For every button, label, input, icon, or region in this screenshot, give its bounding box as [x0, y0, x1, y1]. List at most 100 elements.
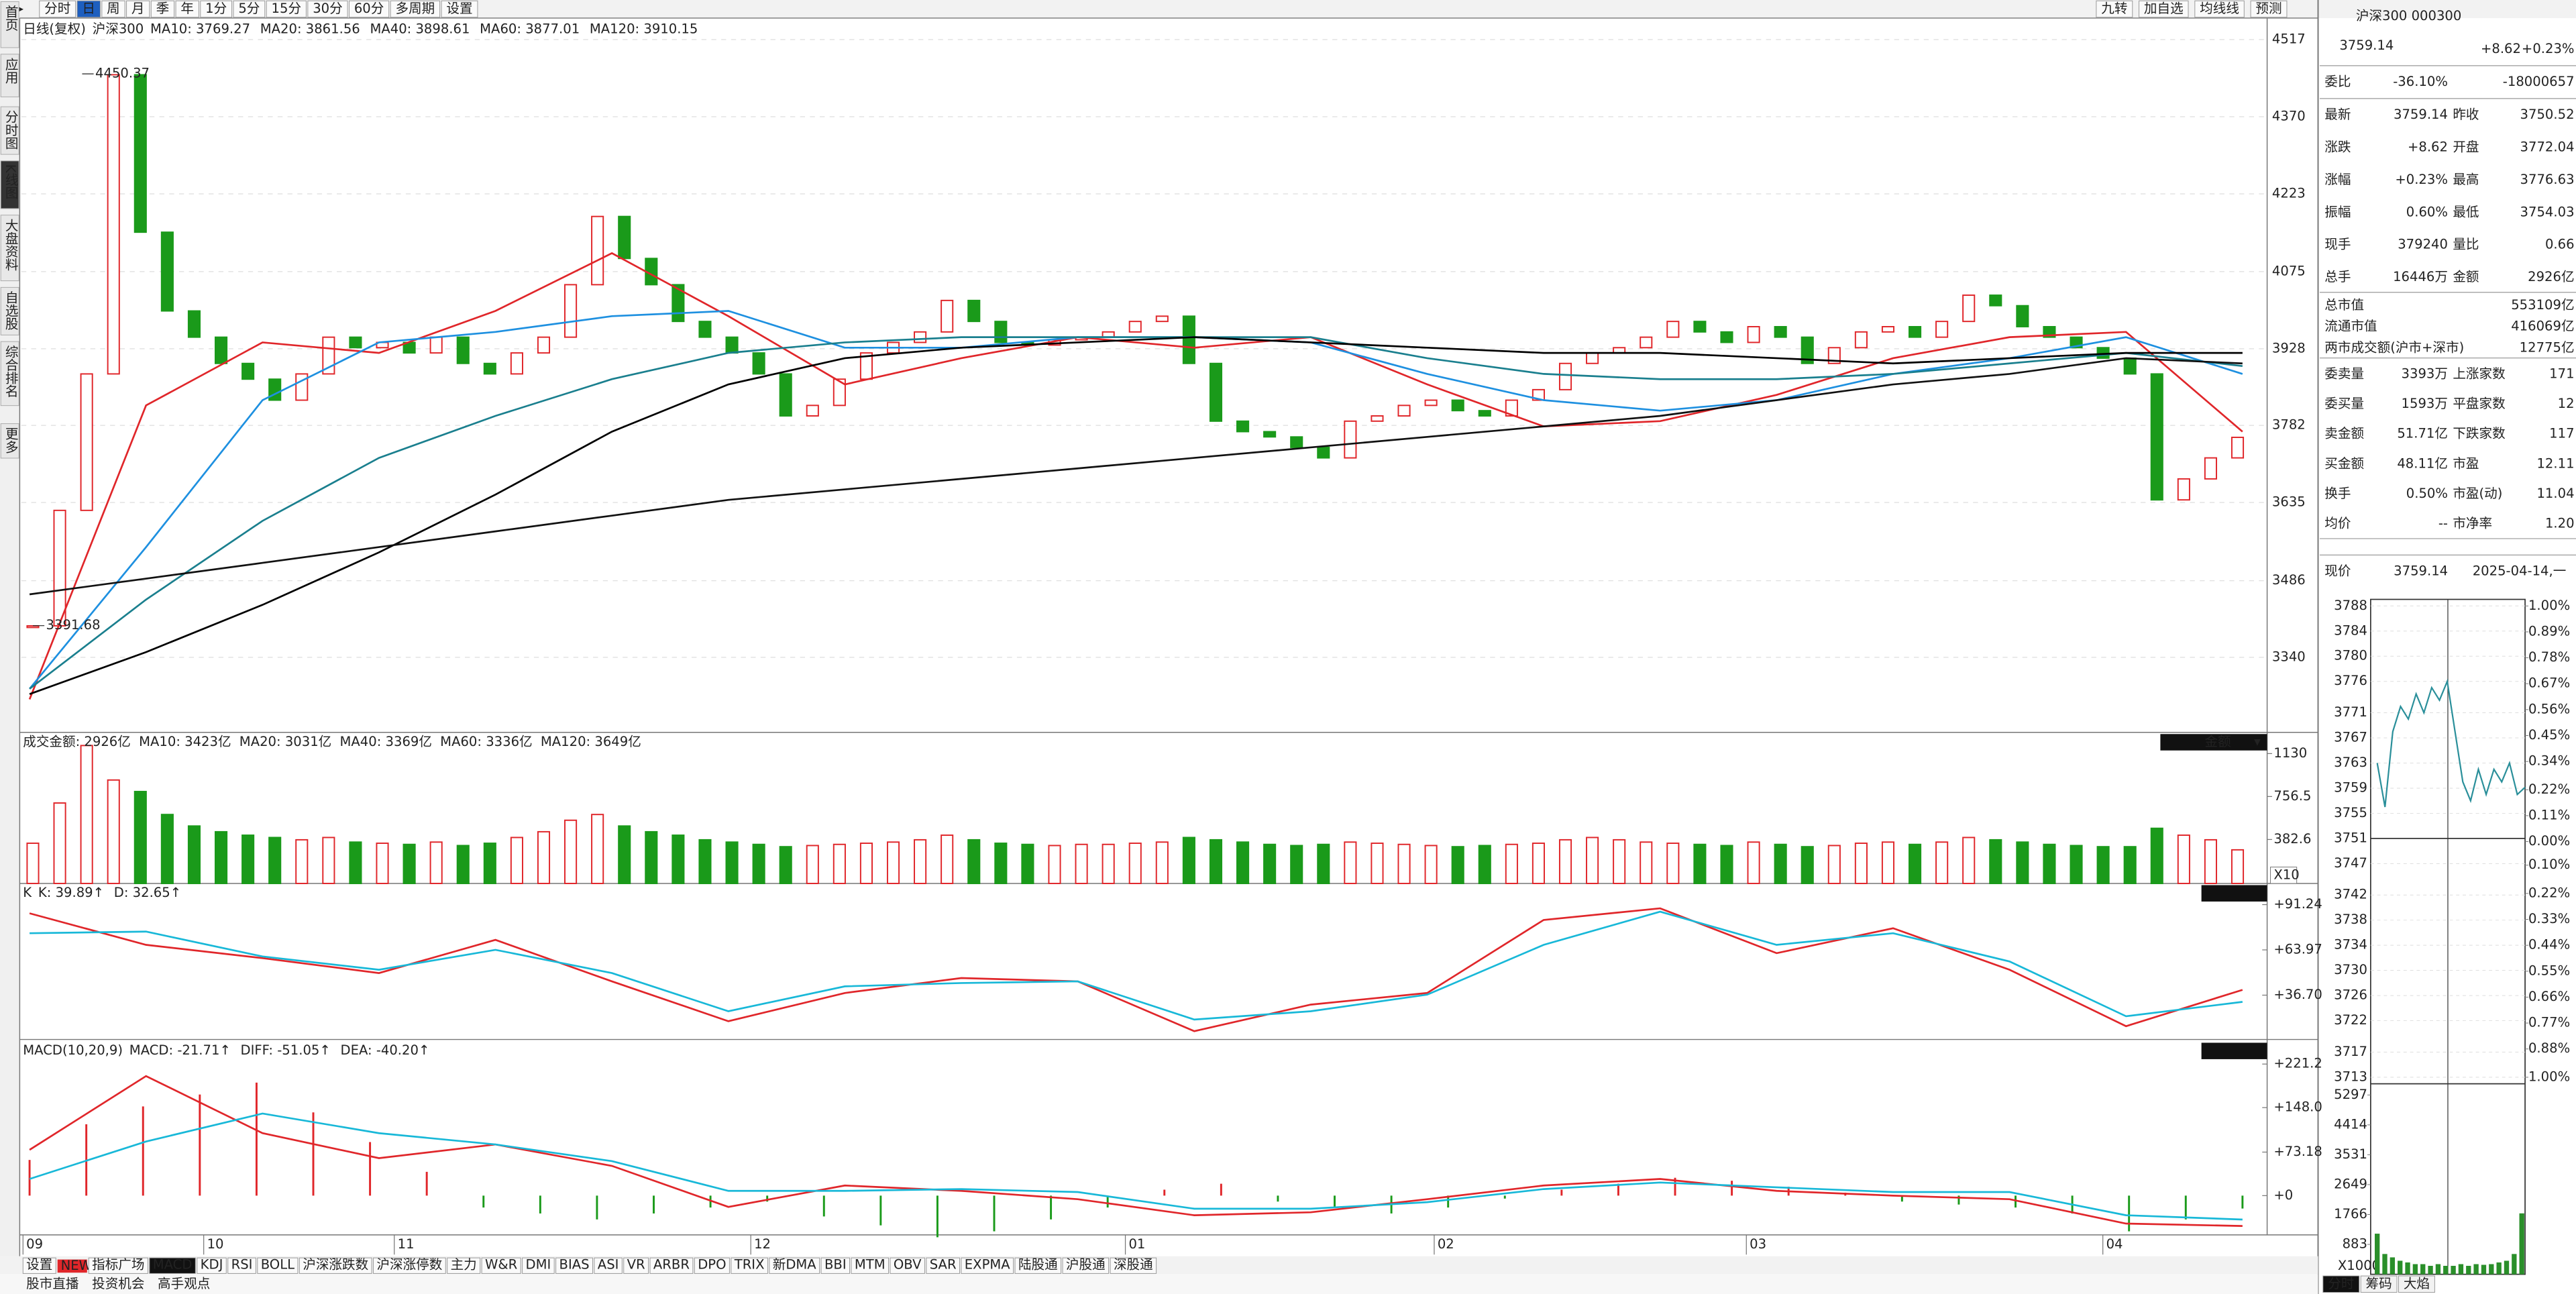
tab[interactable]: 设置 — [26, 1257, 52, 1273]
toolbar-button[interactable]: 分时 — [44, 1, 70, 16]
toolbar-button[interactable]: 设置 — [446, 1, 472, 16]
volume-bar — [107, 779, 120, 884]
sidebar-label[interactable]: 首页 — [3, 5, 18, 31]
sidebar-label[interactable]: K线图 — [3, 164, 18, 199]
tab[interactable]: DMI — [526, 1257, 551, 1273]
volume-bar — [1558, 839, 1572, 884]
sidebar-tab[interactable] — [0, 423, 19, 459]
y-tick-label: 2649 — [2334, 1176, 2367, 1191]
sidebar-label[interactable]: 自选股 — [3, 290, 18, 330]
candle — [349, 336, 362, 349]
tab[interactable]: ASI — [598, 1257, 619, 1273]
sidebar-tab[interactable] — [0, 341, 19, 407]
tab[interactable]: EXPMA — [965, 1257, 1010, 1273]
toolbar-button[interactable]: 60分 — [354, 1, 384, 16]
sidebar-tab[interactable] — [0, 215, 19, 282]
link[interactable]: 投资机会 — [92, 1276, 144, 1291]
toolbar-button[interactable]: 预测 — [2255, 1, 2282, 16]
intraday-volume-bar — [2496, 1262, 2502, 1275]
candle — [914, 331, 927, 343]
legend-entry: MA10: 3769.27 — [150, 21, 250, 37]
link[interactable]: 股市直播 — [26, 1276, 79, 1291]
panel-tab-bg — [2322, 1275, 2360, 1293]
tab[interactable]: OBV — [894, 1257, 922, 1273]
toolbar-button[interactable]: 多周期 — [395, 1, 435, 16]
sidebar-label[interactable]: 综合排名 — [3, 345, 18, 397]
tab[interactable]: 指标广场 — [92, 1257, 144, 1273]
y-tick-label: 3486 — [2272, 572, 2306, 588]
tab[interactable]: 深股通 — [1114, 1257, 1153, 1273]
label: 均价 — [2324, 515, 2351, 531]
volume-bar — [1801, 846, 1814, 884]
tab[interactable]: 新DMA — [773, 1257, 817, 1273]
tab[interactable]: BIAS — [559, 1257, 590, 1273]
y2-tick-label: 0.11% — [2528, 807, 2570, 822]
volume-bar — [1935, 841, 1949, 884]
toolbar-button[interactable]: 周 — [107, 1, 120, 16]
y-tick-label: +221.2 — [2273, 1056, 2322, 1071]
sidebar-tab[interactable] — [0, 286, 19, 335]
candle — [133, 74, 147, 233]
label: 市盈(动) — [2453, 486, 2502, 501]
candle — [1155, 315, 1169, 323]
tab[interactable]: 主力 — [451, 1257, 477, 1273]
tab[interactable]: TRIX — [734, 1257, 765, 1273]
toolbar-button[interactable]: 月 — [131, 1, 145, 16]
y2-tick-label: 0.89% — [2528, 623, 2570, 639]
panel-tab[interactable]: 筹码 — [2366, 1276, 2392, 1291]
toolbar-button[interactable]: 加自选 — [2144, 1, 2184, 16]
y-tick-label: 3635 — [2272, 494, 2306, 510]
volume-bar — [295, 839, 309, 884]
tab[interactable]: 沪股通 — [1066, 1257, 1106, 1273]
tab[interactable]: 陆股通 — [1018, 1257, 1058, 1273]
value: 12 — [2558, 396, 2575, 411]
toolbar-button[interactable]: 均线线 — [2200, 1, 2239, 16]
panel-tab[interactable]: 大焰 — [2404, 1276, 2430, 1291]
toolbar-button[interactable]: 日 — [82, 1, 95, 16]
tab[interactable]: ARBR — [653, 1257, 690, 1273]
value: 3750.52 — [2520, 107, 2575, 122]
tab-bg — [149, 1257, 196, 1274]
panel-tab[interactable]: 分时 — [2328, 1276, 2354, 1291]
tab[interactable]: SAR — [930, 1257, 957, 1273]
toolbar-button[interactable]: 5分 — [238, 1, 260, 16]
header-text: 沪深300 — [93, 21, 144, 37]
volume-bar — [1128, 843, 1142, 884]
sidebar-label[interactable]: 大盘资料 — [3, 219, 18, 271]
sidebar-tab[interactable] — [0, 106, 19, 155]
sidebar-label[interactable]: 分时图 — [3, 110, 18, 150]
sidebar-tab[interactable] — [0, 160, 19, 209]
tab[interactable]: MTM — [855, 1257, 885, 1273]
toolbar-button[interactable]: 年 — [180, 1, 194, 16]
tab[interactable]: RSI — [231, 1257, 253, 1273]
sidebar-label[interactable]: 更多 — [3, 427, 18, 453]
legend-entry: MACD: -21.71↑ — [129, 1042, 231, 1058]
sidebar-label[interactable]: 应用 — [3, 58, 18, 84]
tab[interactable]: 沪深涨跌数 — [303, 1257, 368, 1273]
volume-bar — [26, 843, 40, 884]
sidebar-tab[interactable] — [0, 1, 19, 48]
toolbar-button[interactable]: 30分 — [313, 1, 343, 16]
tab[interactable]: KDJ — [201, 1257, 223, 1273]
label: 市盈 — [2453, 455, 2479, 471]
toolbar-button[interactable]: 15分 — [272, 1, 302, 16]
sidebar-tab[interactable] — [0, 54, 19, 97]
tab[interactable]: BBI — [824, 1257, 847, 1273]
tab[interactable]: BOLL — [261, 1257, 294, 1273]
tab-bg — [769, 1257, 820, 1274]
link[interactable]: 高手观点 — [158, 1276, 210, 1291]
volume-bar — [1424, 845, 1438, 884]
tab[interactable]: W&R — [485, 1257, 518, 1273]
tab[interactable]: DPO — [698, 1257, 726, 1273]
tab-bg — [447, 1257, 481, 1274]
tab[interactable]: VR — [627, 1257, 645, 1273]
toolbar-button[interactable]: 九转 — [2101, 1, 2127, 16]
button[interactable]: 金额 — [2205, 734, 2232, 749]
tab[interactable]: 沪深涨停数 — [376, 1257, 442, 1273]
toolbar-button[interactable]: 1分 — [205, 1, 227, 16]
volume-bar — [806, 845, 819, 884]
tab-bg — [926, 1257, 960, 1274]
toolbar-button[interactable]: 季 — [156, 1, 170, 16]
tab[interactable]: MACD — [153, 1257, 193, 1273]
